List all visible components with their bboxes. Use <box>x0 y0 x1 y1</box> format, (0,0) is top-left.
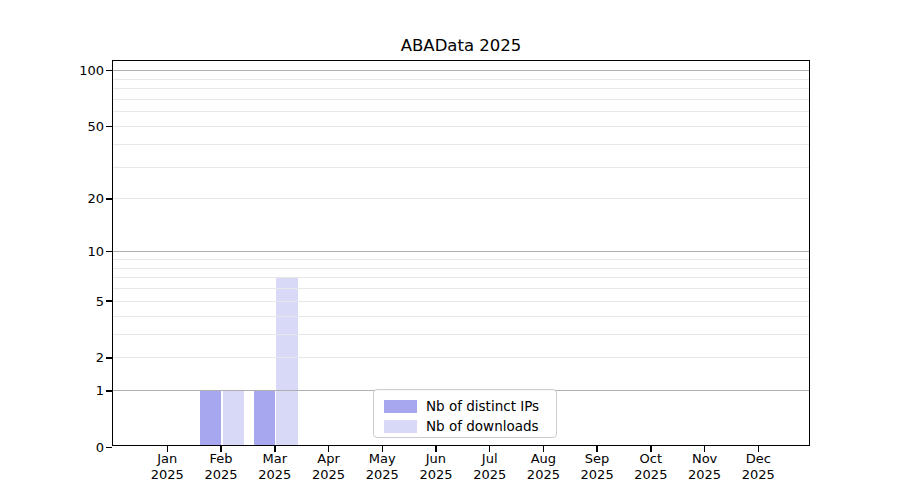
minor-gridline <box>113 88 809 89</box>
minor-gridline <box>113 357 809 358</box>
major-gridline <box>113 251 809 252</box>
minor-gridline <box>113 288 809 289</box>
y-axis-tick-mark <box>106 251 112 253</box>
x-axis-month-label: Dec <box>718 451 798 467</box>
minor-gridline <box>113 277 809 278</box>
y-axis-tick-mark <box>106 300 112 302</box>
major-gridline <box>113 70 809 71</box>
bar-distinct-ips <box>254 390 276 446</box>
minor-gridline <box>113 144 809 145</box>
bar-downloads <box>276 277 298 446</box>
minor-gridline <box>113 259 809 260</box>
y-axis-tick-mark <box>106 126 112 128</box>
y-axis-tick-label: 50 <box>0 120 104 133</box>
x-axis-tick-label: Dec2025 <box>718 451 798 482</box>
x-axis-year-label: 2025 <box>718 467 798 483</box>
legend-label: Nb of downloads <box>426 418 539 434</box>
y-axis-tick-label: 20 <box>0 192 104 205</box>
bar-distinct-ips <box>200 390 222 446</box>
y-axis-tick-mark <box>106 198 112 200</box>
minor-gridline <box>113 198 809 199</box>
minor-gridline <box>113 268 809 269</box>
legend-swatch <box>384 400 417 413</box>
legend-label: Nb of distinct IPs <box>426 398 539 414</box>
y-axis-tick-label: 5 <box>0 295 104 308</box>
minor-gridline <box>113 111 809 112</box>
legend-entry: Nb of downloads <box>374 416 556 436</box>
chart-figure: ABAData 2025 0125102050100Jan2025Feb2025… <box>0 0 900 500</box>
y-axis-tick-label: 0 <box>0 441 104 454</box>
legend-swatch <box>384 420 417 433</box>
legend: Nb of distinct IPs Nb of downloads <box>373 389 557 438</box>
y-axis-tick-mark <box>106 70 112 72</box>
y-axis-tick-mark <box>106 357 112 359</box>
y-axis-tick-label: 100 <box>0 64 104 77</box>
minor-gridline <box>113 334 809 335</box>
bar-downloads <box>223 390 245 446</box>
minor-gridline <box>113 126 809 127</box>
minor-gridline <box>113 79 809 80</box>
y-axis-tick-mark <box>106 390 112 392</box>
y-axis-tick-mark <box>106 447 112 449</box>
y-axis-tick-label: 10 <box>0 245 104 258</box>
minor-gridline <box>113 99 809 100</box>
chart-title: ABAData 2025 <box>112 37 810 55</box>
y-axis-tick-label: 1 <box>0 384 104 397</box>
y-axis-tick-label: 2 <box>0 351 104 364</box>
legend-entry: Nb of distinct IPs <box>374 396 556 416</box>
minor-gridline <box>113 316 809 317</box>
minor-gridline <box>113 167 809 168</box>
minor-gridline <box>113 301 809 302</box>
